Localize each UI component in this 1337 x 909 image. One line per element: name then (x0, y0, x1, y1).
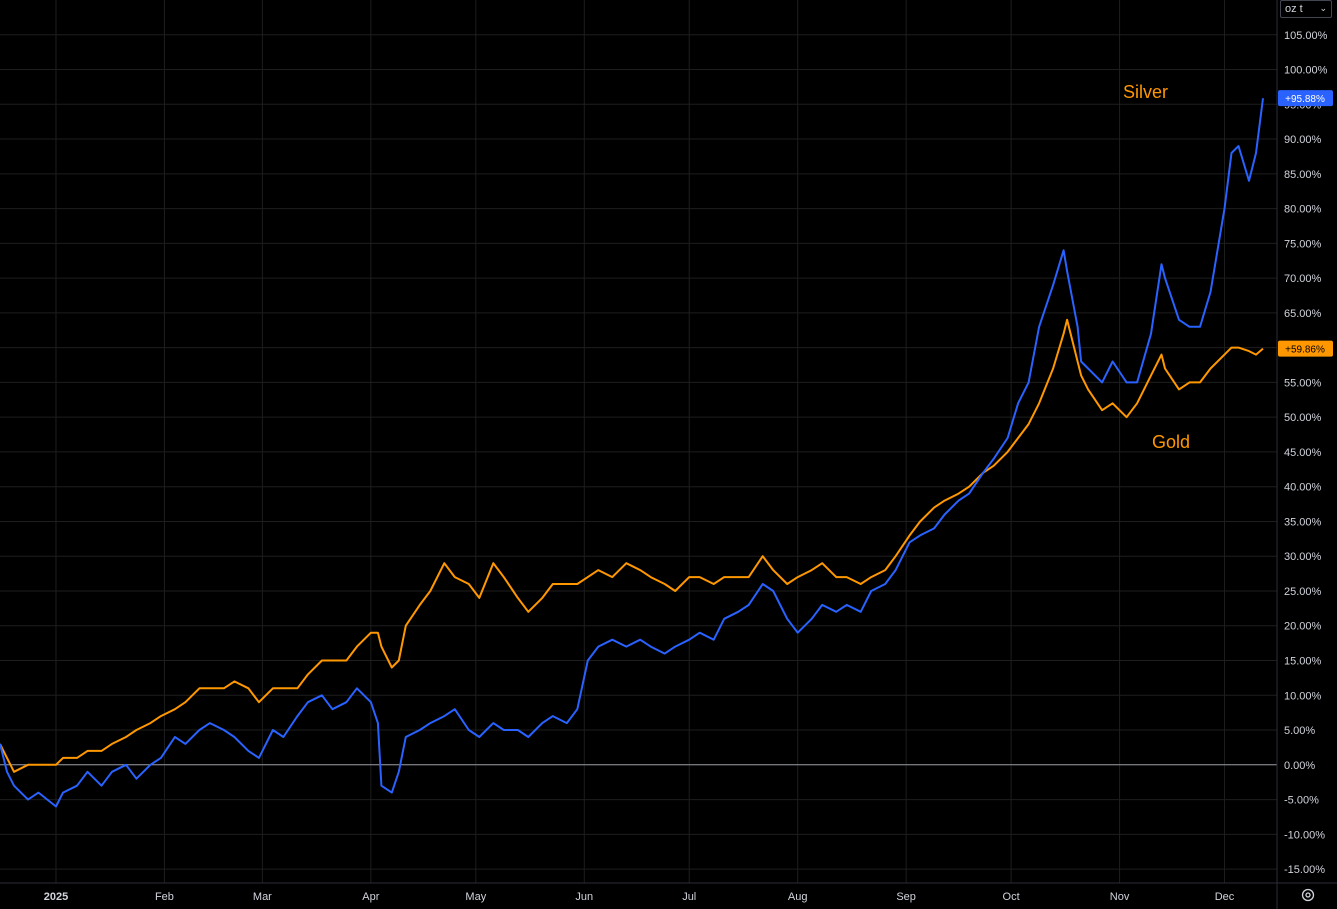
x-tick-label: Nov (1110, 891, 1130, 903)
y-tick-label: 90.00% (1284, 134, 1322, 146)
x-tick-label: Dec (1215, 891, 1235, 903)
y-tick-label: -10.00% (1284, 829, 1325, 841)
unit-selector-value: oz t (1285, 3, 1303, 15)
last-value-tag-silver (1278, 90, 1333, 107)
series-line-silver[interactable] (0, 98, 1264, 808)
last-value-text-gold: +59.86% (1285, 345, 1325, 356)
x-tick-label: Mar (253, 891, 272, 903)
y-tick-label: 55.00% (1284, 377, 1322, 389)
y-tick-label: 40.00% (1284, 482, 1322, 494)
y-tick-label: 80.00% (1284, 204, 1322, 216)
x-tick-label: Aug (788, 891, 808, 903)
y-tick-label: -5.00% (1284, 795, 1319, 807)
y-axis-ticks: 105.00%100.00%95.00%90.00%85.00%80.00%75… (1284, 30, 1328, 876)
x-tick-label: Apr (362, 891, 379, 903)
y-tick-label: 85.00% (1284, 169, 1322, 181)
y-tick-label: -15.00% (1284, 864, 1325, 876)
chevron-down-icon: ⌄ (1319, 3, 1327, 13)
series-labels: Gold Silver (1123, 82, 1190, 452)
x-tick-label: Jun (575, 891, 593, 903)
x-tick-label: May (465, 891, 486, 903)
series-label-gold: Gold (1152, 432, 1190, 452)
x-tick-label: 2025 (44, 891, 68, 903)
y-tick-label: 70.00% (1284, 273, 1322, 285)
series-layer (0, 98, 1264, 808)
y-tick-label: 75.00% (1284, 238, 1322, 250)
y-tick-label: 10.00% (1284, 690, 1322, 702)
gear-icon (1301, 888, 1315, 902)
y-tick-label: 45.00% (1284, 447, 1322, 459)
y-tick-label: 15.00% (1284, 656, 1322, 668)
last-value-tag-gold (1278, 340, 1333, 357)
x-tick-label: Sep (896, 891, 916, 903)
y-tick-label: 50.00% (1284, 412, 1322, 424)
y-tick-label: 0.00% (1284, 760, 1315, 772)
y-tick-label: 65.00% (1284, 308, 1322, 320)
series-line-gold[interactable] (0, 318, 1264, 773)
y-tick-label: 30.00% (1284, 551, 1322, 563)
x-tick-label: Oct (1003, 891, 1020, 903)
y-tick-label: 25.00% (1284, 586, 1322, 598)
unit-selector[interactable]: oz t ⌄ (1280, 0, 1332, 18)
x-axis-ticks: 2025 Feb Mar Apr May Jun Jul Aug Sep Oct Nov Dec (44, 891, 1235, 903)
last-value-tags: +59.86% +95.88% (1278, 90, 1333, 357)
vertical-gridlines (55, 0, 1226, 883)
y-tick-label: 35.00% (1284, 516, 1322, 528)
y-tick-label: 105.00% (1284, 30, 1328, 42)
series-label-silver: Silver (1123, 82, 1168, 102)
chart-settings-button[interactable] (1299, 886, 1317, 904)
y-tick-label: 100.00% (1284, 65, 1328, 77)
y-tick-label: 20.00% (1284, 621, 1322, 633)
last-value-text-silver: +95.88% (1285, 94, 1325, 105)
x-tick-label: Feb (155, 891, 174, 903)
horizontal-gridlines (0, 34, 1277, 870)
y-tick-label: 5.00% (1284, 725, 1315, 737)
x-tick-label: Jul (682, 891, 696, 903)
